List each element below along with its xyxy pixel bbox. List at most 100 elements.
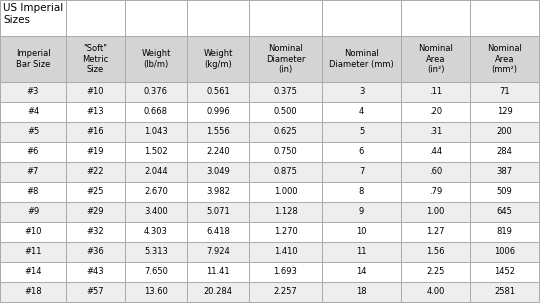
Bar bbox=[249, 262, 322, 282]
Text: 0.500: 0.500 bbox=[274, 108, 297, 116]
Bar bbox=[187, 282, 249, 302]
Bar bbox=[187, 182, 249, 202]
Bar bbox=[401, 36, 470, 82]
Bar bbox=[470, 162, 539, 182]
Text: 9: 9 bbox=[359, 208, 364, 216]
Text: 13.60: 13.60 bbox=[144, 288, 168, 296]
Bar bbox=[401, 182, 470, 202]
Text: Weight
(kg/m): Weight (kg/m) bbox=[203, 49, 233, 69]
Bar bbox=[322, 242, 401, 262]
Bar bbox=[125, 162, 187, 182]
Text: 20.284: 20.284 bbox=[203, 288, 233, 296]
Text: Nominal
Diameter
(in): Nominal Diameter (in) bbox=[266, 44, 305, 74]
Bar bbox=[249, 36, 322, 82]
Bar bbox=[66, 102, 125, 122]
Bar bbox=[0, 222, 66, 242]
Bar bbox=[0, 122, 66, 142]
Bar bbox=[401, 242, 470, 262]
Bar bbox=[401, 102, 470, 122]
Text: .20: .20 bbox=[429, 108, 442, 116]
Bar bbox=[66, 262, 125, 282]
Text: 11.41: 11.41 bbox=[206, 268, 230, 277]
Text: 5.071: 5.071 bbox=[206, 208, 230, 216]
Bar bbox=[470, 182, 539, 202]
Text: 71: 71 bbox=[499, 88, 510, 96]
Bar bbox=[470, 202, 539, 222]
Text: .79: .79 bbox=[429, 188, 442, 196]
Text: #10: #10 bbox=[24, 227, 42, 237]
Text: #57: #57 bbox=[86, 288, 104, 296]
Text: 0.625: 0.625 bbox=[274, 127, 297, 136]
Text: 1.043: 1.043 bbox=[144, 127, 168, 136]
Bar bbox=[401, 82, 470, 102]
Text: .60: .60 bbox=[429, 168, 442, 177]
Text: 1.00: 1.00 bbox=[427, 208, 445, 216]
Text: 1452: 1452 bbox=[494, 268, 515, 277]
Bar bbox=[125, 82, 187, 102]
Text: #3: #3 bbox=[27, 88, 39, 96]
Text: 1.270: 1.270 bbox=[274, 227, 297, 237]
Text: .44: .44 bbox=[429, 147, 442, 157]
Text: 1.56: 1.56 bbox=[426, 247, 445, 257]
Bar bbox=[125, 182, 187, 202]
Bar bbox=[249, 282, 322, 302]
Bar bbox=[125, 262, 187, 282]
Text: Imperial
Bar Size: Imperial Bar Size bbox=[16, 49, 50, 69]
Text: 1.693: 1.693 bbox=[274, 268, 297, 277]
Bar bbox=[470, 122, 539, 142]
Bar bbox=[322, 222, 401, 242]
Bar bbox=[125, 102, 187, 122]
Bar bbox=[187, 102, 249, 122]
Bar bbox=[401, 142, 470, 162]
Bar bbox=[187, 242, 249, 262]
Text: #18: #18 bbox=[24, 288, 42, 296]
Text: #11: #11 bbox=[24, 247, 42, 257]
Text: 6: 6 bbox=[359, 147, 364, 157]
Text: #14: #14 bbox=[24, 268, 42, 277]
Text: .11: .11 bbox=[429, 88, 442, 96]
Text: 14: 14 bbox=[356, 268, 367, 277]
Bar bbox=[66, 182, 125, 202]
Text: 7: 7 bbox=[359, 168, 364, 177]
Text: #29: #29 bbox=[87, 208, 104, 216]
Text: #6: #6 bbox=[27, 147, 39, 157]
Bar bbox=[470, 262, 539, 282]
Bar bbox=[125, 242, 187, 262]
Bar bbox=[125, 122, 187, 142]
Text: "Soft"
Metric
Size: "Soft" Metric Size bbox=[83, 44, 109, 74]
Text: #8: #8 bbox=[27, 188, 39, 196]
Bar bbox=[249, 202, 322, 222]
Text: 6.418: 6.418 bbox=[206, 227, 230, 237]
Text: #4: #4 bbox=[27, 108, 39, 116]
Text: Nominal
Diameter (mm): Nominal Diameter (mm) bbox=[329, 49, 394, 69]
Bar bbox=[470, 142, 539, 162]
Bar bbox=[187, 122, 249, 142]
Bar bbox=[322, 122, 401, 142]
Bar bbox=[322, 102, 401, 122]
Text: 2.25: 2.25 bbox=[427, 268, 445, 277]
Text: 0.561: 0.561 bbox=[206, 88, 230, 96]
Bar bbox=[322, 202, 401, 222]
Bar bbox=[66, 0, 125, 36]
Text: #19: #19 bbox=[87, 147, 104, 157]
Bar bbox=[322, 282, 401, 302]
Text: 0.376: 0.376 bbox=[144, 88, 168, 96]
Bar bbox=[0, 82, 66, 102]
Bar bbox=[401, 262, 470, 282]
Bar bbox=[470, 242, 539, 262]
Text: 5.313: 5.313 bbox=[144, 247, 168, 257]
Bar bbox=[187, 262, 249, 282]
Text: 7.924: 7.924 bbox=[206, 247, 230, 257]
Bar bbox=[0, 182, 66, 202]
Bar bbox=[322, 162, 401, 182]
Text: 387: 387 bbox=[496, 168, 512, 177]
Text: #16: #16 bbox=[86, 127, 104, 136]
Bar bbox=[0, 36, 66, 82]
Bar bbox=[66, 282, 125, 302]
Bar bbox=[470, 82, 539, 102]
Bar bbox=[66, 162, 125, 182]
Text: 11: 11 bbox=[356, 247, 367, 257]
Text: 1.27: 1.27 bbox=[426, 227, 445, 237]
Bar bbox=[0, 142, 66, 162]
Bar bbox=[0, 262, 66, 282]
